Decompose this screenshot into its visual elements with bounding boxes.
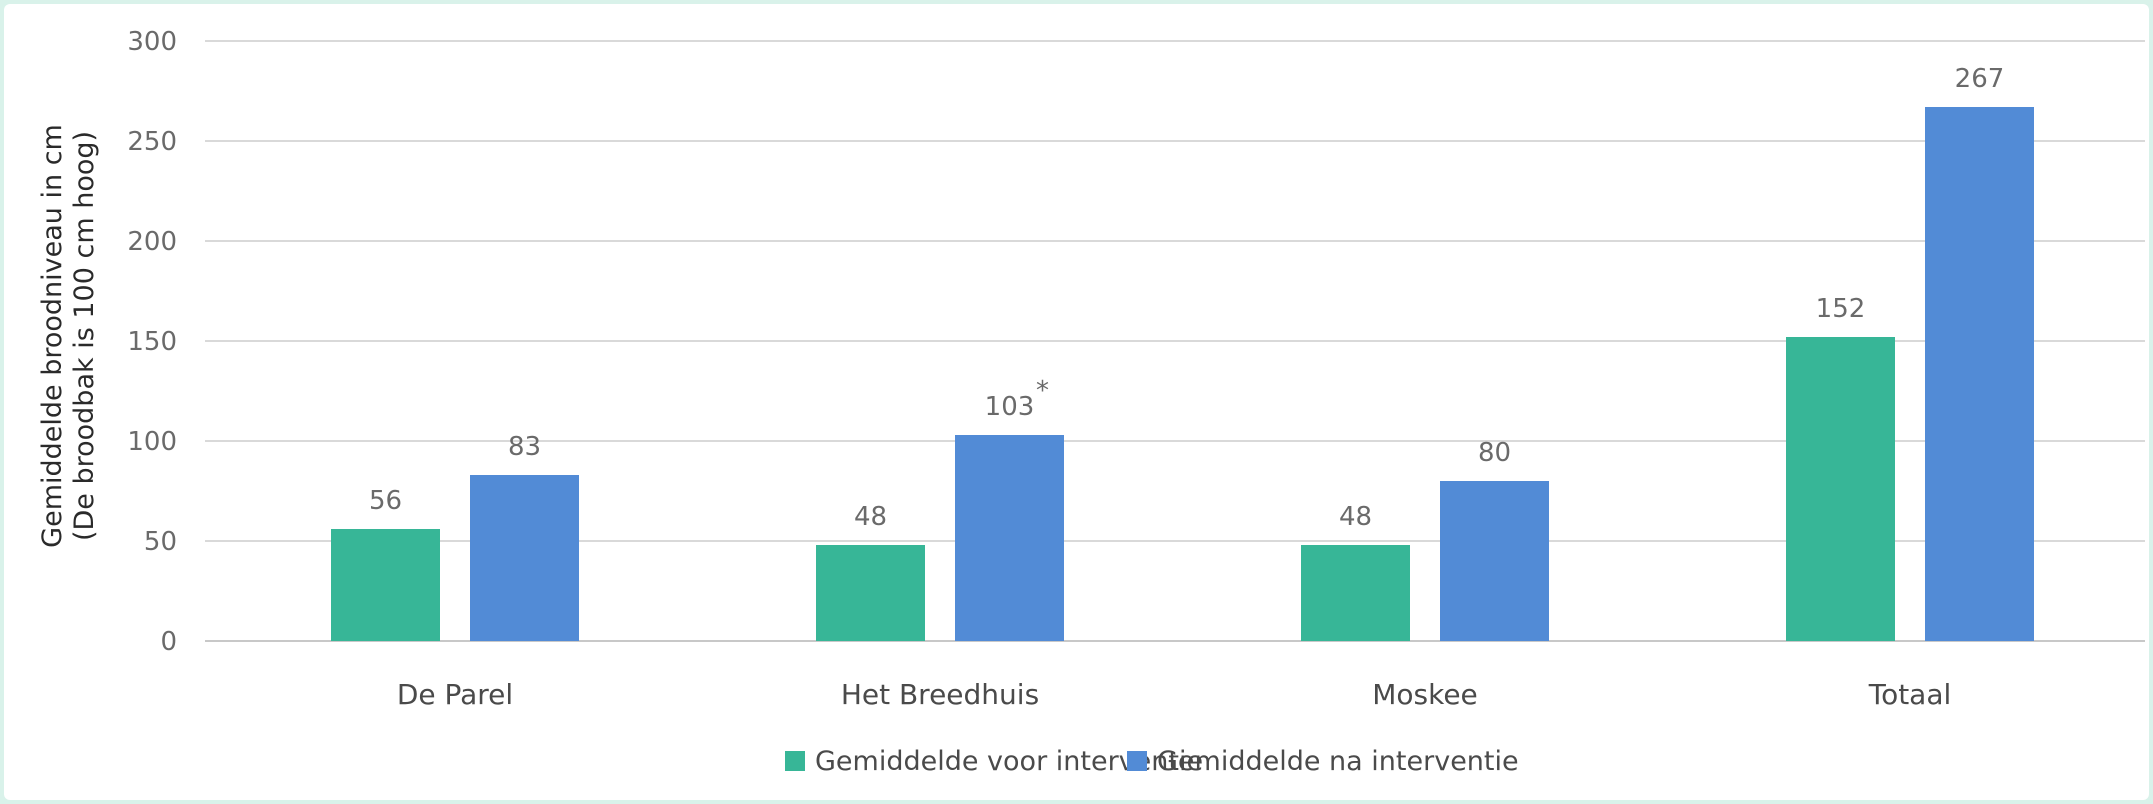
y-tick-label: 250 (127, 127, 177, 157)
bar-na (955, 435, 1064, 641)
y-tick-label: 0 (160, 627, 177, 657)
y-tick-label: 200 (127, 227, 177, 257)
bar-voor (816, 545, 925, 641)
y-tick-label: 150 (127, 327, 177, 357)
bar-voor (1301, 545, 1410, 641)
bars (331, 107, 2034, 641)
bar-na (1440, 481, 1549, 641)
y-axis-label-line1: Gemiddelde broodniveau in cm (37, 124, 68, 548)
data-label: 103 (985, 392, 1035, 422)
bar-voor (1786, 337, 1895, 641)
bar-na (1925, 107, 2034, 641)
y-tick-label: 100 (127, 427, 177, 457)
data-label: 83 (508, 432, 541, 462)
category-label: Moskee (1372, 678, 1478, 711)
legend: Gemiddelde voor interventie Gemiddelde n… (785, 746, 1519, 777)
x-axis-categories: De Parel Het Breedhuis Moskee Totaal (397, 678, 1951, 711)
category-label: Totaal (1868, 678, 1952, 711)
y-axis-ticks: 0 50 100 150 200 250 300 (127, 27, 177, 657)
data-label: 152 (1816, 294, 1866, 324)
data-label: 48 (1339, 502, 1372, 532)
data-label: 80 (1478, 438, 1511, 468)
data-label: 267 (1955, 64, 2005, 94)
y-axis-label-line2: (De broodbak is 100 cm hoog) (69, 131, 100, 541)
category-label: De Parel (397, 678, 513, 711)
bar-voor (331, 529, 440, 641)
y-tick-label: 50 (144, 527, 177, 557)
chart-card: 0 50 100 150 200 250 300 56 83 48 103 48 80 152 267 * … (4, 4, 2149, 800)
bar-na (470, 475, 579, 641)
category-label: Het Breedhuis (841, 678, 1039, 711)
legend-swatch-na (1127, 751, 1147, 771)
legend-label-na: Gemiddelde na interventie (1157, 746, 1519, 777)
data-label: 48 (854, 502, 887, 532)
y-tick-label: 300 (127, 27, 177, 57)
data-label: 56 (369, 486, 402, 516)
data-labels: 56 83 48 103 48 80 152 267 * (369, 64, 2004, 532)
legend-swatch-voor (785, 751, 805, 771)
significance-marker: * (1036, 376, 1049, 406)
